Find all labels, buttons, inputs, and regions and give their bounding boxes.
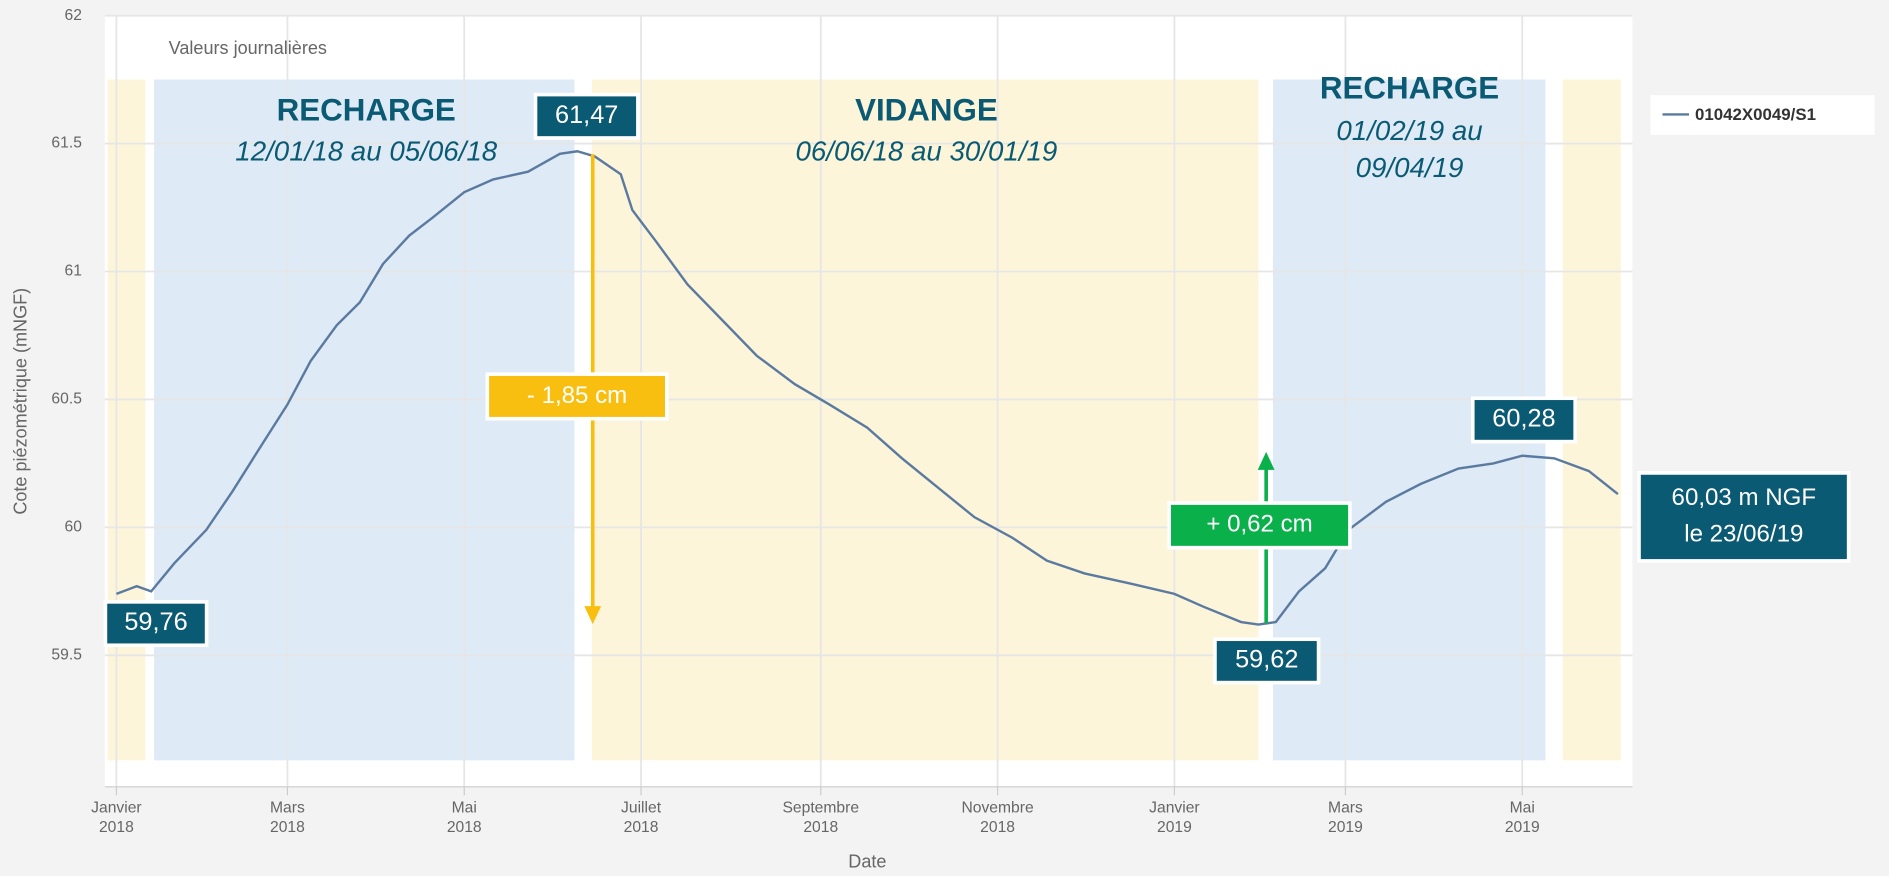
y-tick-label: 60 <box>65 519 83 536</box>
phase-label: RECHARGE <box>1320 71 1499 106</box>
callout-box <box>1216 641 1317 681</box>
x-tick-label: Janvier <box>91 800 141 817</box>
x-tick-label: Novembre <box>961 800 1034 817</box>
arrow-head <box>1257 451 1275 470</box>
callout-box <box>1640 474 1847 560</box>
y-axis-label: Cote piézométrique (mNGF) <box>10 288 30 515</box>
period-band <box>107 79 146 761</box>
x-tick-label: Mars <box>270 800 305 817</box>
x-tick-label: 2018 <box>270 819 305 836</box>
x-tick-label: Mai <box>452 800 477 817</box>
x-tick-label: Mai <box>1510 800 1535 817</box>
x-tick-label: 2019 <box>1157 819 1192 836</box>
phase-label: VIDANGE <box>855 92 998 127</box>
callout-text: 60,28 <box>1492 405 1555 433</box>
x-tick-label: Juillet <box>621 800 662 817</box>
x-tick-label: 2018 <box>447 819 482 836</box>
x-tick-label: 2018 <box>803 819 838 836</box>
phase-label: 12/01/18 au 05/06/18 <box>235 135 497 166</box>
x-tick-label: 2018 <box>99 819 134 836</box>
x-tick-label: 2019 <box>1505 819 1540 836</box>
x-tick-label: Septembre <box>782 800 859 817</box>
callout-text: 59,76 <box>124 608 187 636</box>
period-band <box>591 79 1259 761</box>
callout-text: + 0,62 cm <box>1206 511 1312 538</box>
y-tick-label: 61.5 <box>51 135 82 152</box>
callout-box <box>1474 400 1574 440</box>
phase-label: 06/06/18 au 30/01/19 <box>795 135 1057 166</box>
x-tick-label: 2018 <box>624 819 659 836</box>
x-axis-label: Date <box>848 852 886 872</box>
arrow-head <box>584 606 602 625</box>
x-tick-label: Janvier <box>1149 800 1199 817</box>
y-tick-label: 61 <box>65 263 82 280</box>
callout-text: 61,47 <box>555 101 618 129</box>
callout-box <box>489 375 666 417</box>
y-tick-label: 62 <box>65 7 82 24</box>
x-tick-label: 2019 <box>1328 819 1363 836</box>
y-tick-label: 59.5 <box>51 646 82 663</box>
phase-label: 01/02/19 au <box>1336 115 1482 146</box>
y-tick-label: 60.5 <box>51 391 82 408</box>
callout-text: le 23/06/19 <box>1684 520 1803 547</box>
callout-box <box>107 603 205 644</box>
callout-text: 60,03 m NGF <box>1672 484 1817 511</box>
callout-box <box>1170 504 1349 546</box>
subtitle: Valeurs journalières <box>169 38 327 58</box>
x-tick-label: 2018 <box>980 819 1015 836</box>
callout-text: - 1,85 cm <box>527 382 627 409</box>
callout-box <box>537 96 637 137</box>
phase-label: 09/04/19 <box>1356 152 1464 183</box>
x-tick-label: Mars <box>1328 800 1363 817</box>
phase-label: RECHARGE <box>277 92 456 127</box>
callout-text: 59,62 <box>1235 646 1298 674</box>
legend-label: 01042X0049/S1 <box>1695 105 1816 124</box>
